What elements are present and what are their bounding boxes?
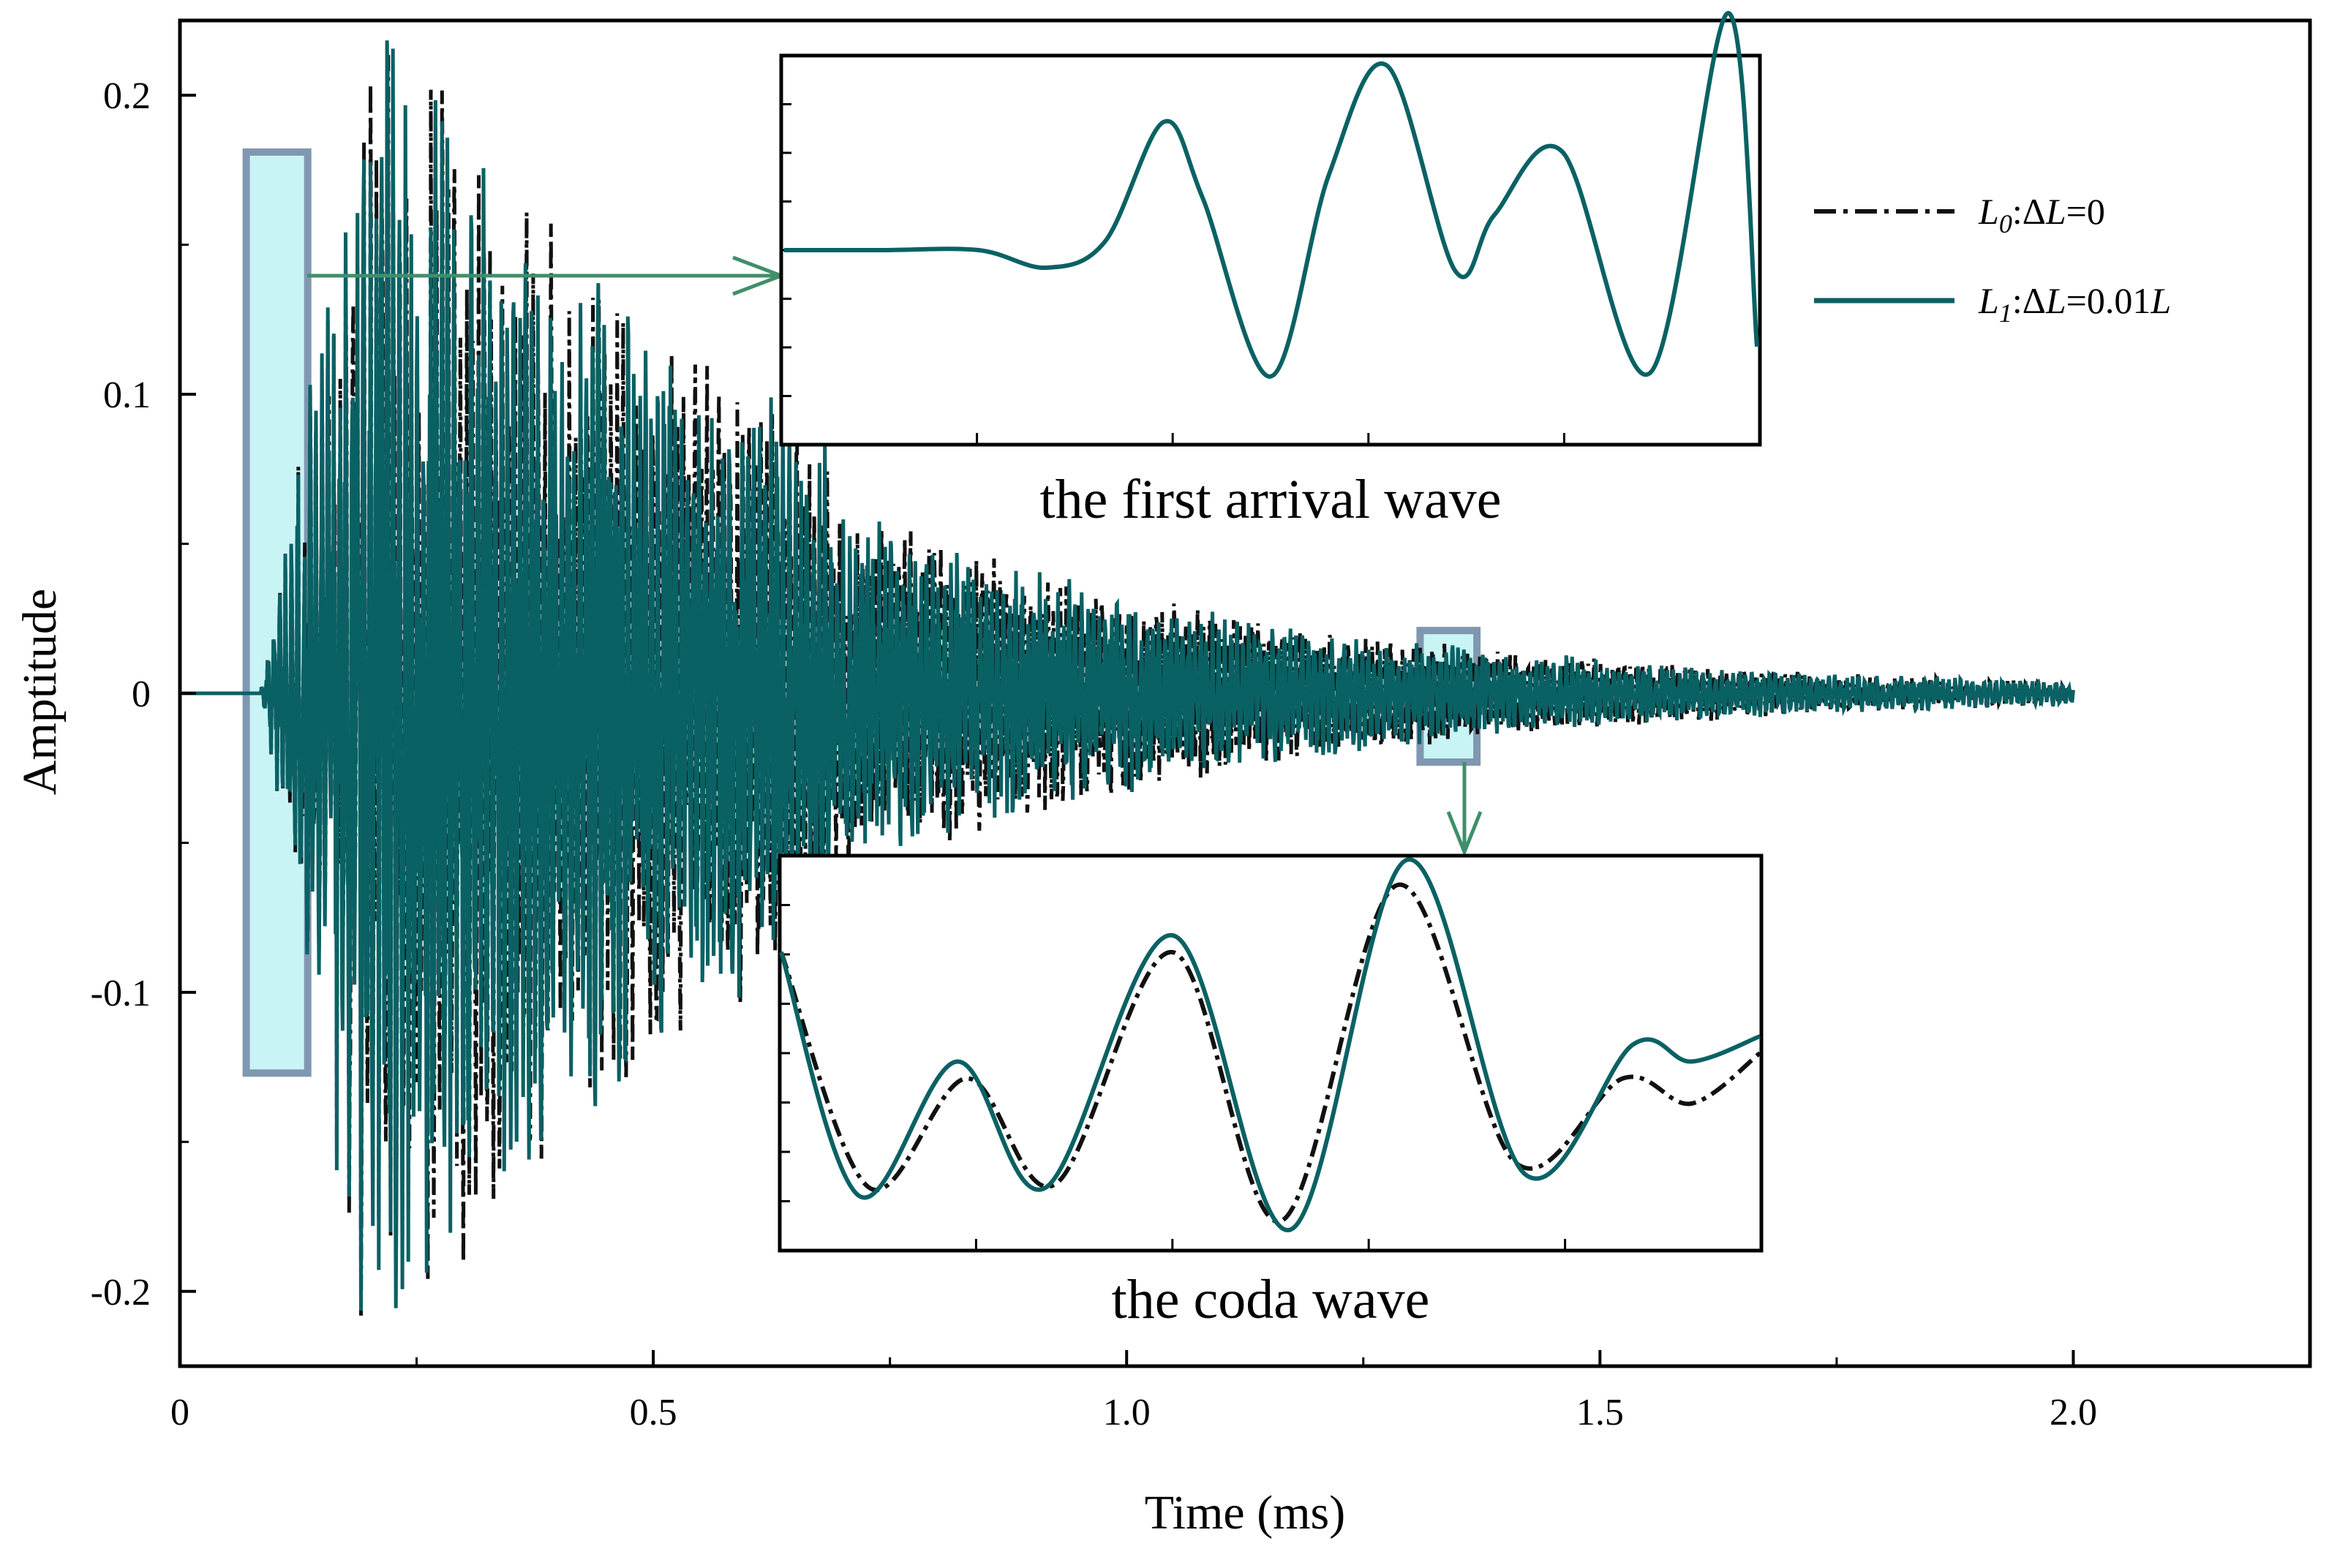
legend: L0:ΔL=0 L1:ΔL=0.01L bbox=[1814, 191, 2171, 328]
inset-first-arrival: the first arrival wave bbox=[779, 10, 1762, 530]
inset-coda-caption: the coda wave bbox=[1112, 1269, 1430, 1330]
series-layer bbox=[180, 40, 2075, 1316]
series-L1-line bbox=[180, 40, 2075, 1311]
legend-label-L0: L0:ΔL=0 bbox=[1978, 191, 2105, 238]
inset-coda: the coda wave bbox=[778, 853, 1764, 1330]
legend-label-L1: L1:ΔL=0.01L bbox=[1978, 280, 2171, 328]
inset-coda-L1 bbox=[779, 857, 1761, 1232]
y-tick-label: -0.1 bbox=[91, 973, 151, 1014]
inset-first-arrival-caption: the first arrival wave bbox=[1040, 469, 1502, 530]
y-tick-label: 0 bbox=[132, 674, 151, 715]
axis-ticks bbox=[178, 94, 2075, 1366]
inset-coda-lines bbox=[779, 857, 1761, 1232]
y-tick-label: 0.1 bbox=[103, 374, 151, 416]
inset-first-arrival-L1 bbox=[783, 10, 1759, 379]
x-tick-label: 0.5 bbox=[630, 1392, 677, 1433]
x-tick-label: 1.0 bbox=[1103, 1392, 1151, 1433]
x-tick-label: 0 bbox=[170, 1392, 189, 1433]
tick-labels: 0 0.5 1.0 1.5 2.0 -0.2 -0.1 0 0.1 0.2 bbox=[91, 75, 2097, 1433]
y-tick-label: 0.2 bbox=[103, 75, 151, 117]
y-axis-title: Amptitude bbox=[13, 589, 67, 795]
x-tick-label: 2.0 bbox=[2050, 1392, 2097, 1433]
coda-arrow-head bbox=[1446, 811, 1483, 857]
inset-first-arrival-ticks bbox=[781, 103, 1565, 445]
x-tick-label: 1.5 bbox=[1576, 1392, 1624, 1433]
inset-first-arrival-lines bbox=[783, 10, 1759, 379]
inset-coda-frame bbox=[778, 853, 1764, 1253]
x-axis-title: Time (ms) bbox=[1145, 1486, 1345, 1539]
inset-coda-ticks bbox=[780, 904, 1567, 1251]
y-tick-label: -0.2 bbox=[91, 1272, 151, 1313]
